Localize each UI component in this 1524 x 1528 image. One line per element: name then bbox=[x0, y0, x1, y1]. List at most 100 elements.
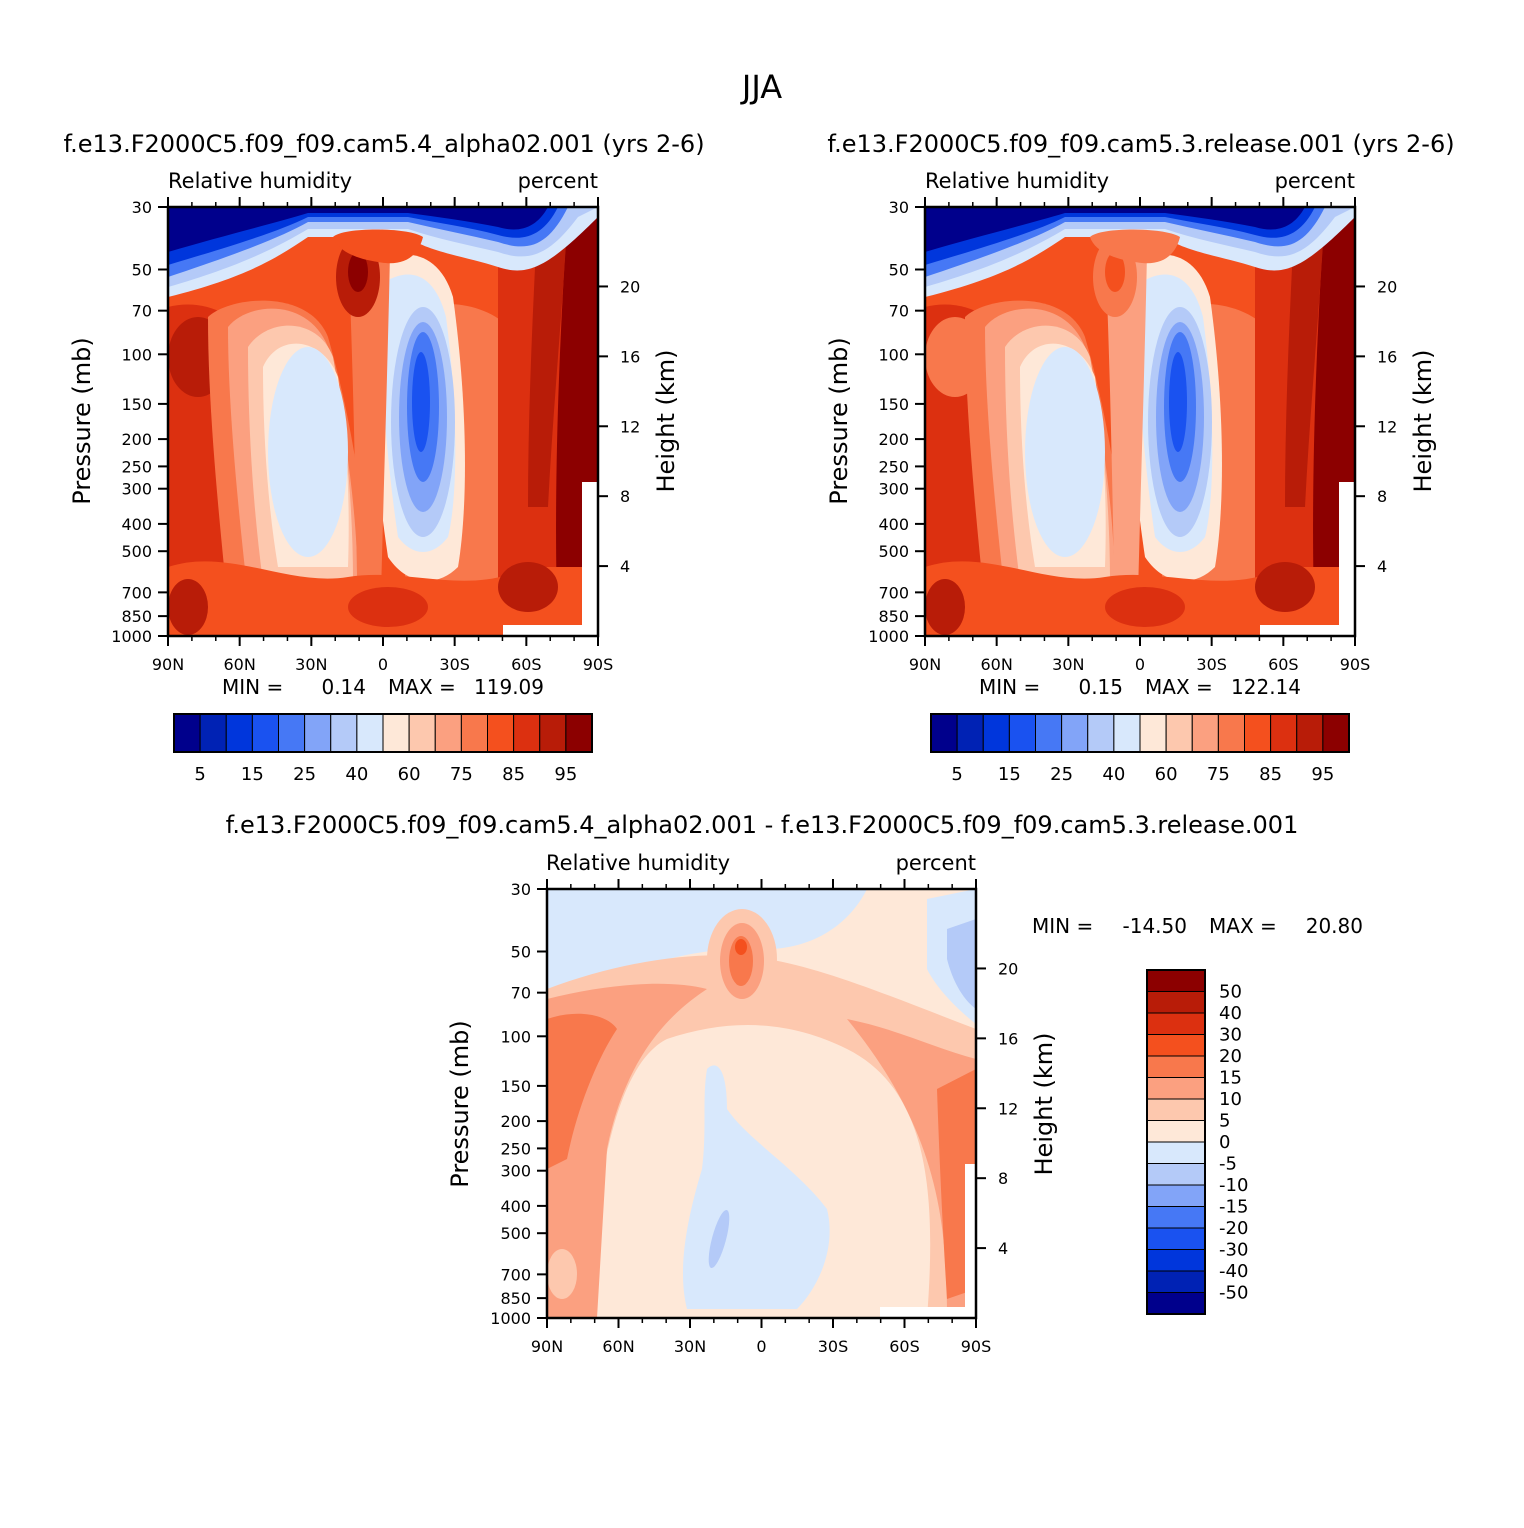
p3-colorbar-label: -5 bbox=[1219, 1154, 1237, 1175]
p3-colorbar-swatch bbox=[1146, 1141, 1206, 1164]
panel-1-max-label: MAX = bbox=[388, 675, 456, 699]
p2-y-tick-label: 400 bbox=[878, 515, 909, 534]
p2-colorbar-swatch bbox=[1113, 713, 1141, 753]
p2-y-tick-label: 100 bbox=[878, 345, 909, 364]
p2-colorbar-label: 40 bbox=[1102, 764, 1125, 785]
field-band bbox=[1105, 240, 1147, 636]
p1-colorbar-swatch bbox=[487, 713, 515, 753]
p3-colorbar-label: 5 bbox=[1219, 1111, 1230, 1132]
p1-colorbar-swatch bbox=[382, 713, 410, 753]
field-band bbox=[168, 207, 548, 252]
p1-colorbar-swatch bbox=[513, 713, 541, 753]
p1-y-tick-label: 700 bbox=[121, 583, 152, 602]
field-band bbox=[1105, 587, 1185, 627]
p2-height-tick-label: 16 bbox=[1377, 347, 1397, 366]
panel-1-height-axis: 20 16 12 8 4 bbox=[598, 277, 640, 576]
p3-colorbar-label: 0 bbox=[1219, 1132, 1230, 1153]
p3-colorbar-swatch bbox=[1146, 1270, 1206, 1293]
p3-colorbar-label: -50 bbox=[1219, 1283, 1248, 1304]
panel-2-colorbar: 5 15 25 40 60 75 85 95 bbox=[930, 713, 1350, 785]
p2-x-tick-label: 90N bbox=[909, 655, 941, 674]
p1-y-tick-label: 250 bbox=[121, 457, 152, 476]
panel-3-max-value: 20.80 bbox=[1306, 914, 1363, 938]
p1-colorbar-label: 5 bbox=[194, 764, 205, 785]
p3-colorbar-label: 40 bbox=[1219, 1003, 1242, 1024]
panel-3-variable-label: Relative humidity bbox=[546, 851, 730, 875]
p3-y-tick-label: 30 bbox=[511, 880, 531, 899]
p2-colorbar-swatch bbox=[930, 713, 958, 753]
panel-2-min-label: MIN = bbox=[979, 675, 1040, 699]
field-band bbox=[498, 562, 558, 612]
p3-colorbar-swatch bbox=[1146, 1249, 1206, 1272]
p1-x-tick-label: 90N bbox=[152, 655, 184, 674]
field-band bbox=[268, 347, 348, 557]
panel-3-y-axis-label: Pressure (mb) bbox=[446, 1020, 474, 1187]
p3-colorbar-label: -40 bbox=[1219, 1261, 1248, 1282]
p2-colorbar-swatch bbox=[982, 713, 1010, 753]
p1-colorbar-label: 60 bbox=[398, 764, 421, 785]
p2-colorbar-swatch bbox=[1296, 713, 1324, 753]
panel-3-min-value: -14.50 bbox=[1123, 914, 1187, 938]
p1-colorbar-swatch bbox=[173, 713, 201, 753]
field-band bbox=[1025, 347, 1105, 557]
p3-y-tick-label: 700 bbox=[500, 1265, 531, 1284]
p2-y-tick-label: 500 bbox=[878, 542, 909, 561]
panel-3-height-axis: 20 16 12 8 4 bbox=[976, 959, 1018, 1258]
panel-1-y-axis-label: Pressure (mb) bbox=[68, 337, 96, 504]
p2-colorbar-swatch bbox=[1270, 713, 1298, 753]
p2-colorbar-swatch bbox=[1087, 713, 1115, 753]
p1-colorbar-swatch bbox=[408, 713, 436, 753]
p1-colorbar-swatch bbox=[304, 713, 332, 753]
field-band bbox=[1339, 482, 1355, 636]
p2-x-tick-label: 90S bbox=[1340, 655, 1371, 674]
p2-colorbar-label: 5 bbox=[951, 764, 962, 785]
p1-y-tick-label: 400 bbox=[121, 515, 152, 534]
p1-colorbar-swatch bbox=[278, 713, 306, 753]
panel-1-units-label: percent bbox=[518, 169, 598, 193]
p1-y-tick-label: 200 bbox=[121, 430, 152, 449]
p2-colorbar-swatch bbox=[1217, 713, 1245, 753]
p1-x-tick-label: 30N bbox=[295, 655, 327, 674]
p3-y-tick-label: 400 bbox=[500, 1197, 531, 1216]
panel-2-height-axis-label: Height (km) bbox=[1409, 350, 1437, 493]
p1-y-tick-label: 70 bbox=[132, 302, 152, 321]
field-band bbox=[729, 936, 753, 986]
p2-x-tick-label: 60N bbox=[981, 655, 1013, 674]
field-band bbox=[547, 1249, 577, 1299]
p3-y-tick-label: 100 bbox=[500, 1027, 531, 1046]
p2-y-tick-label: 70 bbox=[889, 302, 909, 321]
p2-colorbar-label: 85 bbox=[1259, 764, 1282, 785]
panel-3-min-label: MIN = bbox=[1032, 914, 1093, 938]
p2-colorbar-swatch bbox=[1191, 713, 1219, 753]
p2-colorbar-swatch bbox=[1008, 713, 1036, 753]
p1-y-tick-label: 100 bbox=[121, 345, 152, 364]
panel-2-max-label: MAX = bbox=[1145, 675, 1213, 699]
p2-colorbar-label: 25 bbox=[1050, 764, 1073, 785]
panel-1-height-axis-label: Height (km) bbox=[652, 350, 680, 493]
p1-y-tick-label: 300 bbox=[121, 480, 152, 499]
panel-3-x-axis: 90N 60N 30N 0 30S 60S 90S bbox=[531, 879, 991, 1356]
field-band bbox=[925, 207, 1305, 252]
field-band bbox=[1105, 252, 1125, 292]
panel-3-title: f.e13.F2000C5.f09_f09.cam5.4_alpha02.001… bbox=[226, 811, 1299, 839]
p2-y-tick-label: 200 bbox=[878, 430, 909, 449]
field-band bbox=[168, 579, 208, 635]
panel-2-y-axis-label: Pressure (mb) bbox=[825, 337, 853, 504]
p3-height-tick-label: 4 bbox=[998, 1239, 1008, 1258]
p3-colorbar-swatch bbox=[1146, 1120, 1206, 1143]
p2-colorbar-swatch bbox=[1035, 713, 1063, 753]
p1-colorbar-label: 85 bbox=[502, 764, 525, 785]
p1-height-tick-label: 12 bbox=[620, 417, 640, 436]
p2-height-tick-label: 4 bbox=[1377, 557, 1387, 576]
p2-x-tick-label: 30S bbox=[1196, 655, 1227, 674]
p1-colorbar-swatch bbox=[539, 713, 567, 753]
p1-colorbar-swatch bbox=[565, 713, 593, 753]
p1-colorbar-label: 40 bbox=[345, 764, 368, 785]
p1-colorbar-label: 75 bbox=[450, 764, 473, 785]
p1-x-tick-label: 60S bbox=[511, 655, 542, 674]
p3-x-tick-label: 60N bbox=[602, 1337, 634, 1356]
p3-colorbar-label: -15 bbox=[1219, 1197, 1248, 1218]
